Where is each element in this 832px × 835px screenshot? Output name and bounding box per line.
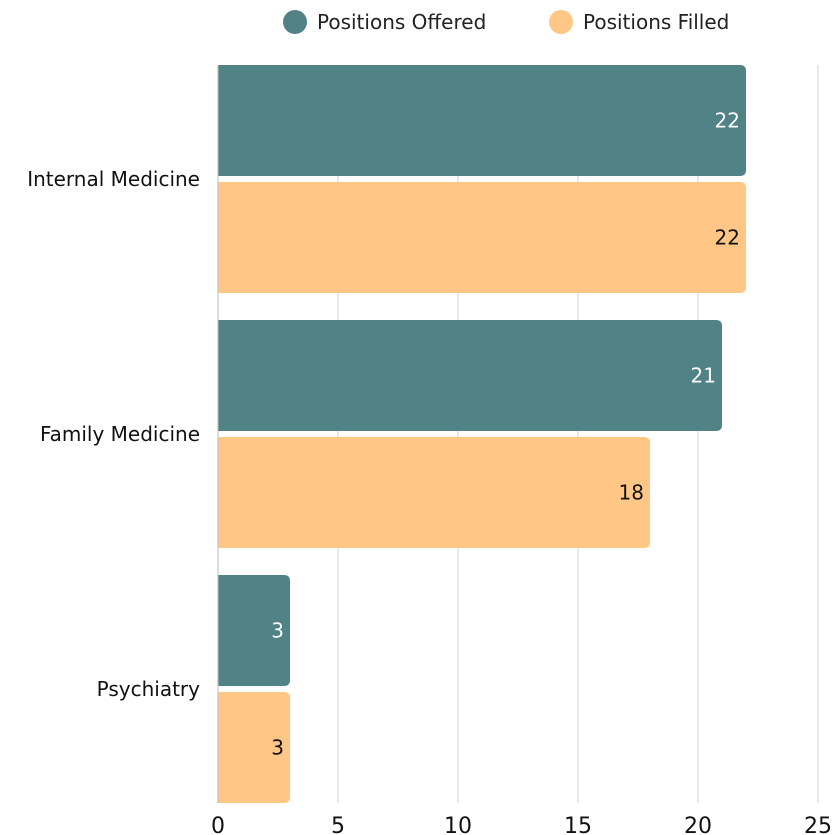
data-label-internal-medicine-positions-filled: 22 <box>715 226 740 250</box>
legend-label-positions-filled: Positions Filled <box>583 10 730 34</box>
data-label-family-medicine-positions-offered: 21 <box>691 364 716 388</box>
category-label-internal-medicine: Internal Medicine <box>27 167 200 191</box>
x-tick-label-15: 15 <box>564 814 592 835</box>
bar-psychiatry-positions-offered <box>218 575 290 686</box>
x-tick-label-0: 0 <box>211 814 225 835</box>
bar-internal-medicine-positions-offered <box>218 65 746 176</box>
legend: Positions Offered Positions Filled <box>0 7 832 37</box>
legend-label-positions-offered: Positions Offered <box>317 10 487 34</box>
bar-family-medicine-positions-offered <box>218 320 722 431</box>
data-label-internal-medicine-positions-offered: 22 <box>715 109 740 133</box>
legend-swatch-positions-offered <box>283 10 307 34</box>
x-tick-label-25: 25 <box>804 814 832 835</box>
bar-internal-medicine-positions-filled <box>218 182 746 293</box>
legend-item-positions-filled: Positions Filled <box>549 7 729 37</box>
bar-family-medicine-positions-filled <box>218 437 650 548</box>
category-label-family-medicine: Family Medicine <box>40 422 200 446</box>
x-tick-label-20: 20 <box>684 814 712 835</box>
legend-item-positions-offered: Positions Offered <box>283 7 486 37</box>
bar-psychiatry-positions-filled <box>218 692 290 803</box>
legend-swatch-positions-filled <box>549 10 573 34</box>
x-tick-label-10: 10 <box>444 814 472 835</box>
data-label-psychiatry-positions-filled: 3 <box>271 736 284 760</box>
data-label-family-medicine-positions-filled: 18 <box>619 481 644 505</box>
data-label-psychiatry-positions-offered: 3 <box>271 619 284 643</box>
x-tick-label-5: 5 <box>331 814 345 835</box>
category-label-psychiatry: Psychiatry <box>97 677 201 701</box>
